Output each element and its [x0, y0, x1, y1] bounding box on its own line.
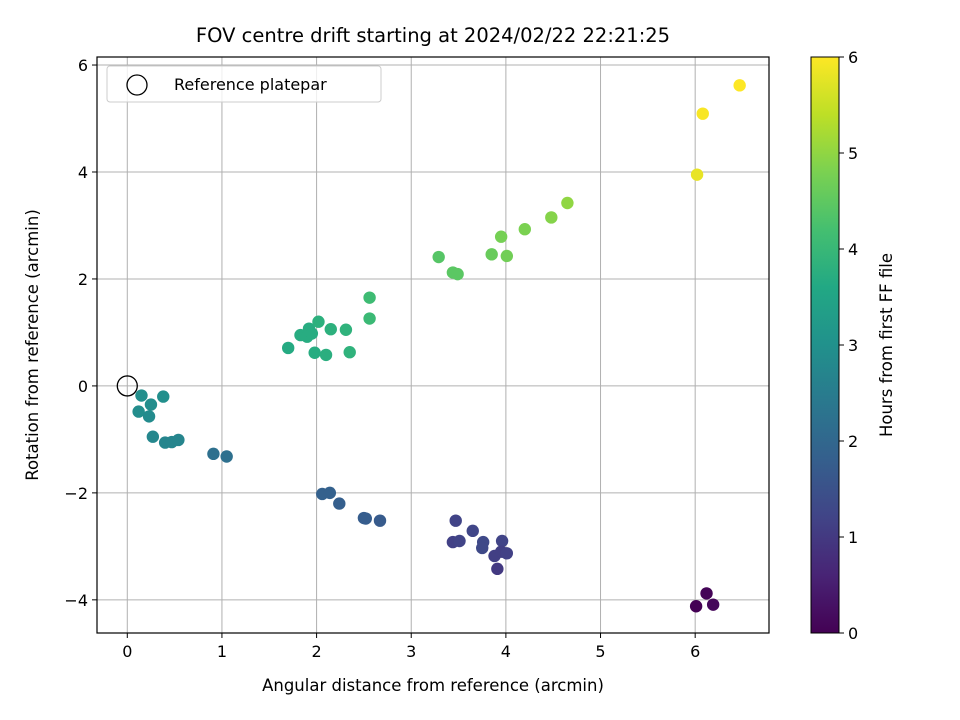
data-points [132, 79, 746, 613]
grid [97, 57, 769, 633]
chart-title: FOV centre drift starting at 2024/02/22 … [196, 24, 670, 47]
data-point [146, 430, 160, 443]
data-point [689, 600, 703, 613]
data-point [690, 168, 704, 181]
data-point [319, 348, 333, 362]
y-tick-label: 4 [78, 163, 88, 182]
y-tick-label: 6 [78, 56, 88, 75]
data-point [733, 79, 746, 92]
data-point [142, 410, 156, 423]
colorbar: 0 1 2 3 4 5 6 Hours from first FF file [810, 48, 896, 643]
data-point [363, 312, 376, 325]
data-point [696, 107, 709, 120]
data-point [500, 249, 514, 263]
y-axis-label: Rotation from reference (arcmin) [23, 209, 42, 481]
data-point [333, 497, 346, 510]
data-point [305, 327, 319, 340]
reference-marker-group [116, 375, 138, 397]
data-point [495, 534, 509, 548]
data-point [339, 323, 353, 336]
colorbar-tick-label: 1 [848, 528, 858, 547]
data-point [494, 230, 508, 243]
data-point [451, 267, 464, 281]
data-point [491, 562, 504, 576]
x-tick-label: 3 [406, 642, 416, 661]
colorbar-tick-label: 2 [848, 432, 858, 451]
data-point [220, 450, 233, 463]
data-point [476, 541, 489, 555]
y-tick-label: −2 [64, 484, 88, 503]
colorbar-tick-label: 4 [848, 240, 858, 259]
colorbar-label: Hours from first FF file [877, 253, 896, 437]
legend-reference-marker [126, 74, 148, 96]
y-axis-ticks: −4 −2 0 2 4 6 [64, 56, 97, 610]
data-point [545, 211, 558, 224]
data-point [172, 433, 185, 447]
x-tick-label: 2 [311, 642, 321, 661]
colorbar-tick-label: 5 [848, 144, 858, 163]
data-point [324, 323, 337, 336]
x-tick-label: 1 [217, 642, 227, 661]
data-point [144, 398, 158, 411]
data-point [453, 534, 466, 548]
data-point [706, 598, 720, 611]
x-tick-label: 6 [690, 642, 700, 661]
x-tick-label: 5 [595, 642, 605, 661]
data-point [485, 248, 498, 261]
data-point [207, 447, 220, 461]
reference-marker [116, 375, 138, 397]
data-point [157, 390, 170, 403]
plot-frame [96, 56, 770, 634]
colorbar-ticks: 0 1 2 3 4 5 6 [839, 48, 858, 643]
colorbar-tick-label: 6 [848, 48, 858, 67]
legend-entry-reference: Reference platepar [174, 75, 327, 94]
data-point [700, 587, 713, 600]
data-point [518, 223, 532, 236]
y-tick-label: 2 [78, 270, 88, 289]
x-axis-label: Angular distance from reference (arcmin) [262, 676, 604, 695]
colorbar-gradient [810, 56, 840, 634]
data-point [281, 341, 295, 355]
legend: Reference platepar [106, 65, 382, 103]
colorbar-tick-label: 0 [848, 624, 858, 643]
data-point [466, 524, 479, 538]
data-point [500, 547, 514, 560]
legend-box [106, 65, 382, 103]
data-point [432, 250, 445, 264]
y-tick-label: −4 [64, 591, 88, 610]
data-point [343, 346, 356, 359]
data-point [132, 405, 145, 418]
data-point [135, 389, 148, 402]
colorbar-tick-label: 3 [848, 336, 858, 355]
data-point [312, 315, 325, 328]
data-point [308, 346, 321, 359]
x-axis-ticks: 0 1 2 3 4 5 6 [122, 633, 700, 661]
data-point [561, 196, 574, 210]
data-point [359, 512, 372, 525]
x-tick-label: 4 [501, 642, 511, 661]
y-tick-label: 0 [78, 377, 88, 396]
data-point [323, 486, 337, 500]
data-point [363, 291, 376, 304]
data-point [449, 514, 462, 527]
x-tick-label: 0 [122, 642, 132, 661]
data-point [373, 514, 387, 527]
